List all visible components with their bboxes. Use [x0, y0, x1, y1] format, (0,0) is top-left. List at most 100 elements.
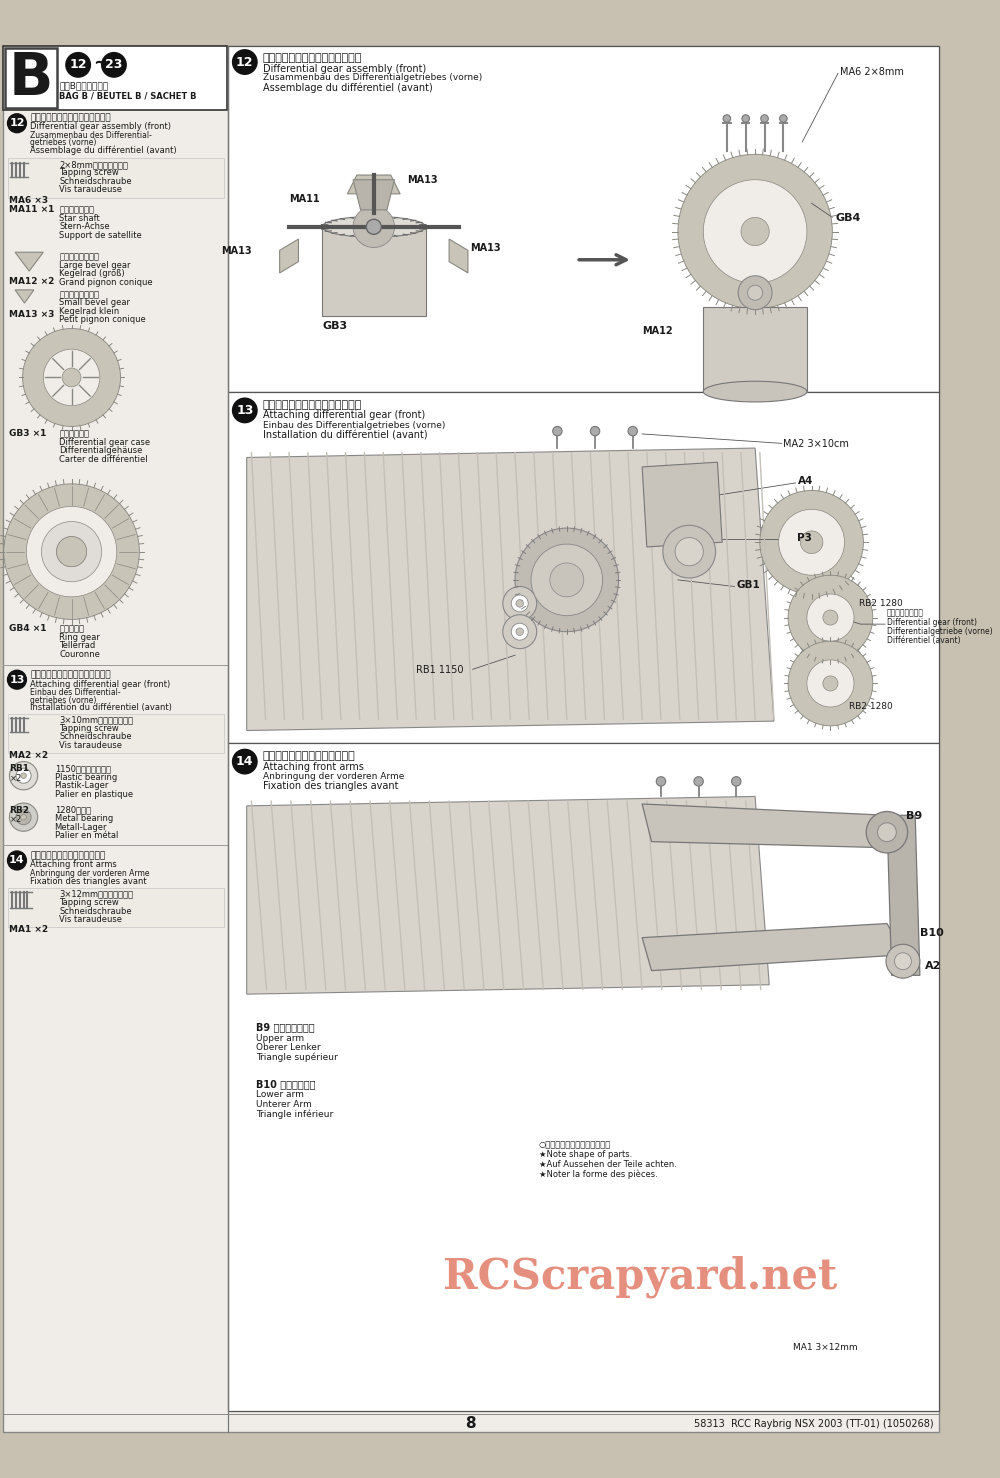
Text: Kegelrad (groß): Kegelrad (groß) — [59, 269, 125, 278]
Circle shape — [511, 624, 528, 640]
Text: Tellerrad: Tellerrad — [59, 641, 96, 650]
Text: MA11: MA11 — [289, 194, 320, 204]
Text: Anbringung der vorderen Arme: Anbringung der vorderen Arme — [263, 772, 404, 780]
Circle shape — [16, 810, 31, 825]
Text: Plastik-Lager: Plastik-Lager — [55, 782, 109, 791]
Circle shape — [886, 944, 920, 978]
Circle shape — [550, 563, 584, 597]
Text: フロントデフギヤ: フロントデフギヤ — [887, 607, 924, 618]
Text: Fixation des triangles avant: Fixation des triangles avant — [263, 782, 398, 791]
Polygon shape — [642, 804, 906, 848]
Circle shape — [628, 427, 637, 436]
Polygon shape — [642, 924, 906, 971]
Circle shape — [503, 615, 537, 649]
Text: RB2 1280: RB2 1280 — [859, 599, 902, 607]
Circle shape — [233, 398, 257, 423]
Text: GB4 ×1: GB4 ×1 — [9, 624, 47, 633]
Text: Carter de différentiel: Carter de différentiel — [59, 455, 148, 464]
Text: Lower arm: Lower arm — [256, 1091, 304, 1100]
Circle shape — [21, 773, 26, 779]
Circle shape — [807, 659, 854, 706]
Text: Attaching front arms: Attaching front arms — [263, 761, 364, 772]
Text: Schneidschraube: Schneidschraube — [59, 733, 132, 742]
Circle shape — [741, 217, 769, 245]
Text: A2: A2 — [925, 961, 941, 971]
Text: ×2: ×2 — [9, 774, 22, 783]
Text: Upper arm: Upper arm — [256, 1033, 304, 1042]
Text: B9 アッパーアーム: B9 アッパーアーム — [256, 1023, 315, 1033]
Text: Palier en métal: Palier en métal — [55, 831, 118, 841]
Text: ベベルギヤ（大）: ベベルギヤ（大） — [59, 253, 99, 262]
Circle shape — [353, 205, 395, 247]
Text: B9: B9 — [906, 810, 922, 820]
Text: 14: 14 — [9, 856, 25, 866]
Circle shape — [26, 507, 117, 597]
Text: Unterer Arm: Unterer Arm — [256, 1100, 312, 1108]
Circle shape — [779, 510, 845, 575]
Text: デフキャリア: デフキャリア — [59, 429, 89, 439]
Text: ~: ~ — [93, 55, 108, 72]
FancyBboxPatch shape — [228, 743, 939, 1411]
Text: 13: 13 — [236, 403, 253, 417]
Text: GB4: GB4 — [835, 213, 861, 223]
Text: ベベルギヤ（小）: ベベルギヤ（小） — [59, 290, 99, 299]
Circle shape — [723, 115, 731, 123]
Text: ベベルシャフト: ベベルシャフト — [59, 205, 94, 214]
Text: Anbringung der vorderen Arme: Anbringung der vorderen Arme — [30, 869, 150, 878]
Text: MA11 ×1: MA11 ×1 — [9, 205, 55, 214]
Text: 「フロントデフギヤの組み立て」: 「フロントデフギヤの組み立て」 — [30, 112, 111, 121]
Polygon shape — [247, 448, 774, 730]
Text: 1280メタル: 1280メタル — [55, 806, 91, 814]
Text: ×2: ×2 — [9, 816, 22, 825]
Text: Schneidschraube: Schneidschraube — [59, 177, 132, 186]
FancyBboxPatch shape — [8, 158, 224, 198]
Text: BAG B / BEUTEL B / SACHET B: BAG B / BEUTEL B / SACHET B — [59, 92, 197, 101]
Text: MA12: MA12 — [642, 325, 673, 336]
Text: 14: 14 — [236, 755, 254, 769]
Text: 58313  RCC Raybrig NSX 2003 (TT-01) (1050268): 58313 RCC Raybrig NSX 2003 (TT-01) (1050… — [694, 1419, 934, 1429]
Circle shape — [16, 769, 31, 783]
Text: Assemblage du différentiel (avant): Assemblage du différentiel (avant) — [263, 83, 432, 93]
FancyBboxPatch shape — [703, 307, 807, 392]
Text: B10: B10 — [920, 928, 944, 939]
Text: Differentialgetriebe (vorne): Differentialgetriebe (vorne) — [887, 627, 993, 636]
Text: Vis taraudeuse: Vis taraudeuse — [59, 740, 122, 749]
Circle shape — [748, 285, 763, 300]
Text: Differential gear assembly (front): Differential gear assembly (front) — [30, 123, 171, 132]
Circle shape — [515, 528, 619, 631]
Text: 「フロントデフギヤの取り付け」: 「フロントデフギヤの取り付け」 — [263, 401, 362, 409]
Text: Assemblage du différentiel (avant): Assemblage du différentiel (avant) — [30, 146, 177, 155]
Text: P3: P3 — [797, 532, 812, 542]
Circle shape — [732, 776, 741, 786]
Text: 袋詰Bを使用します: 袋詰Bを使用します — [59, 81, 108, 90]
Circle shape — [807, 594, 854, 641]
Polygon shape — [642, 463, 722, 547]
Text: Schneidschraube: Schneidschraube — [59, 906, 132, 915]
Text: ★Noter la forme des pièces.: ★Noter la forme des pièces. — [539, 1169, 657, 1179]
Text: Palier en plastique: Palier en plastique — [55, 789, 133, 798]
FancyBboxPatch shape — [8, 888, 224, 927]
Text: Triangle supérieur: Triangle supérieur — [256, 1052, 338, 1063]
Text: Metal bearing: Metal bearing — [55, 814, 113, 823]
Text: 3×12mmタッピングビス: 3×12mmタッピングビス — [59, 890, 133, 899]
Text: Differential gear (front): Differential gear (front) — [887, 618, 977, 627]
Text: ★Auf Aussehen der Teile achten.: ★Auf Aussehen der Teile achten. — [539, 1160, 676, 1169]
Text: Attaching differential gear (front): Attaching differential gear (front) — [30, 680, 170, 689]
Text: MA6 2×8mm: MA6 2×8mm — [840, 67, 904, 77]
Circle shape — [62, 368, 81, 387]
Circle shape — [780, 115, 787, 123]
Circle shape — [8, 670, 26, 689]
Circle shape — [788, 575, 873, 659]
Text: Différentiel (avant): Différentiel (avant) — [887, 637, 960, 646]
Text: B: B — [9, 50, 53, 106]
Text: 「フロントデフギヤの組み立て」: 「フロントデフギヤの組み立て」 — [263, 53, 362, 62]
Text: Differential gear case: Differential gear case — [59, 437, 150, 446]
Circle shape — [516, 628, 523, 636]
Polygon shape — [347, 174, 400, 194]
Text: Installation du différentiel (avant): Installation du différentiel (avant) — [263, 430, 427, 440]
Text: 12: 12 — [236, 56, 254, 68]
Text: MA2 ×2: MA2 ×2 — [9, 751, 49, 760]
Text: Plastic bearing: Plastic bearing — [55, 773, 117, 782]
Text: 「フロントデフギヤの取り付け」: 「フロントデフギヤの取り付け」 — [30, 670, 111, 680]
Text: MA12 ×2: MA12 ×2 — [9, 276, 55, 285]
